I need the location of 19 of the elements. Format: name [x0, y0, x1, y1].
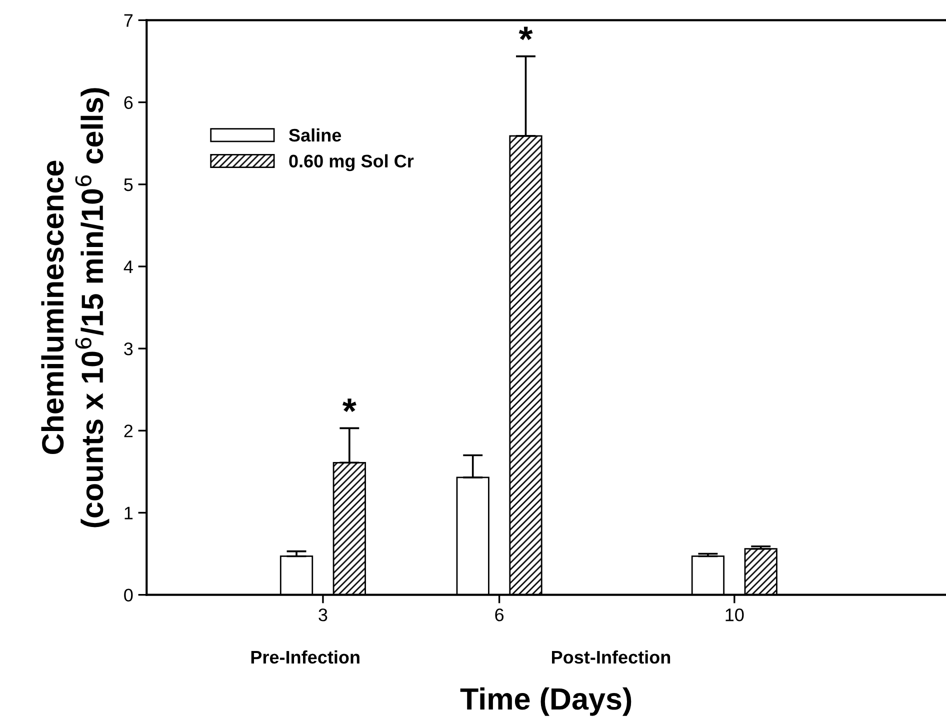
y-tick-label: 0	[124, 588, 133, 602]
x-axis-title: Time (Days)	[460, 687, 632, 716]
x-tick-label: 6	[495, 608, 504, 622]
y-tick-label: 4	[124, 260, 133, 274]
y-tick-label: 2	[124, 424, 133, 438]
legend-label: 0.60 mg Sol Cr	[289, 154, 414, 172]
y-axis-title: Chemiluminescence (counts x 10$^{6}$/15 min/10$^{6}$ cells)	[41, 88, 110, 528]
x-tick-label: 10	[726, 608, 744, 622]
y-tick-label: 1	[124, 506, 133, 520]
annotation: *	[518, 26, 533, 40]
text: Pre-Infection	[251, 650, 360, 664]
y-tick-label: 5	[124, 178, 133, 192]
text: Post-Infection	[552, 650, 670, 664]
y-tick-label: 3	[124, 342, 133, 356]
x-tick-label: 3	[318, 608, 328, 622]
y-tick-label: 6	[124, 96, 133, 109]
y-tick-label: 7	[124, 14, 133, 27]
annotation: *	[342, 398, 356, 412]
legend-label: Saline	[289, 128, 342, 142]
